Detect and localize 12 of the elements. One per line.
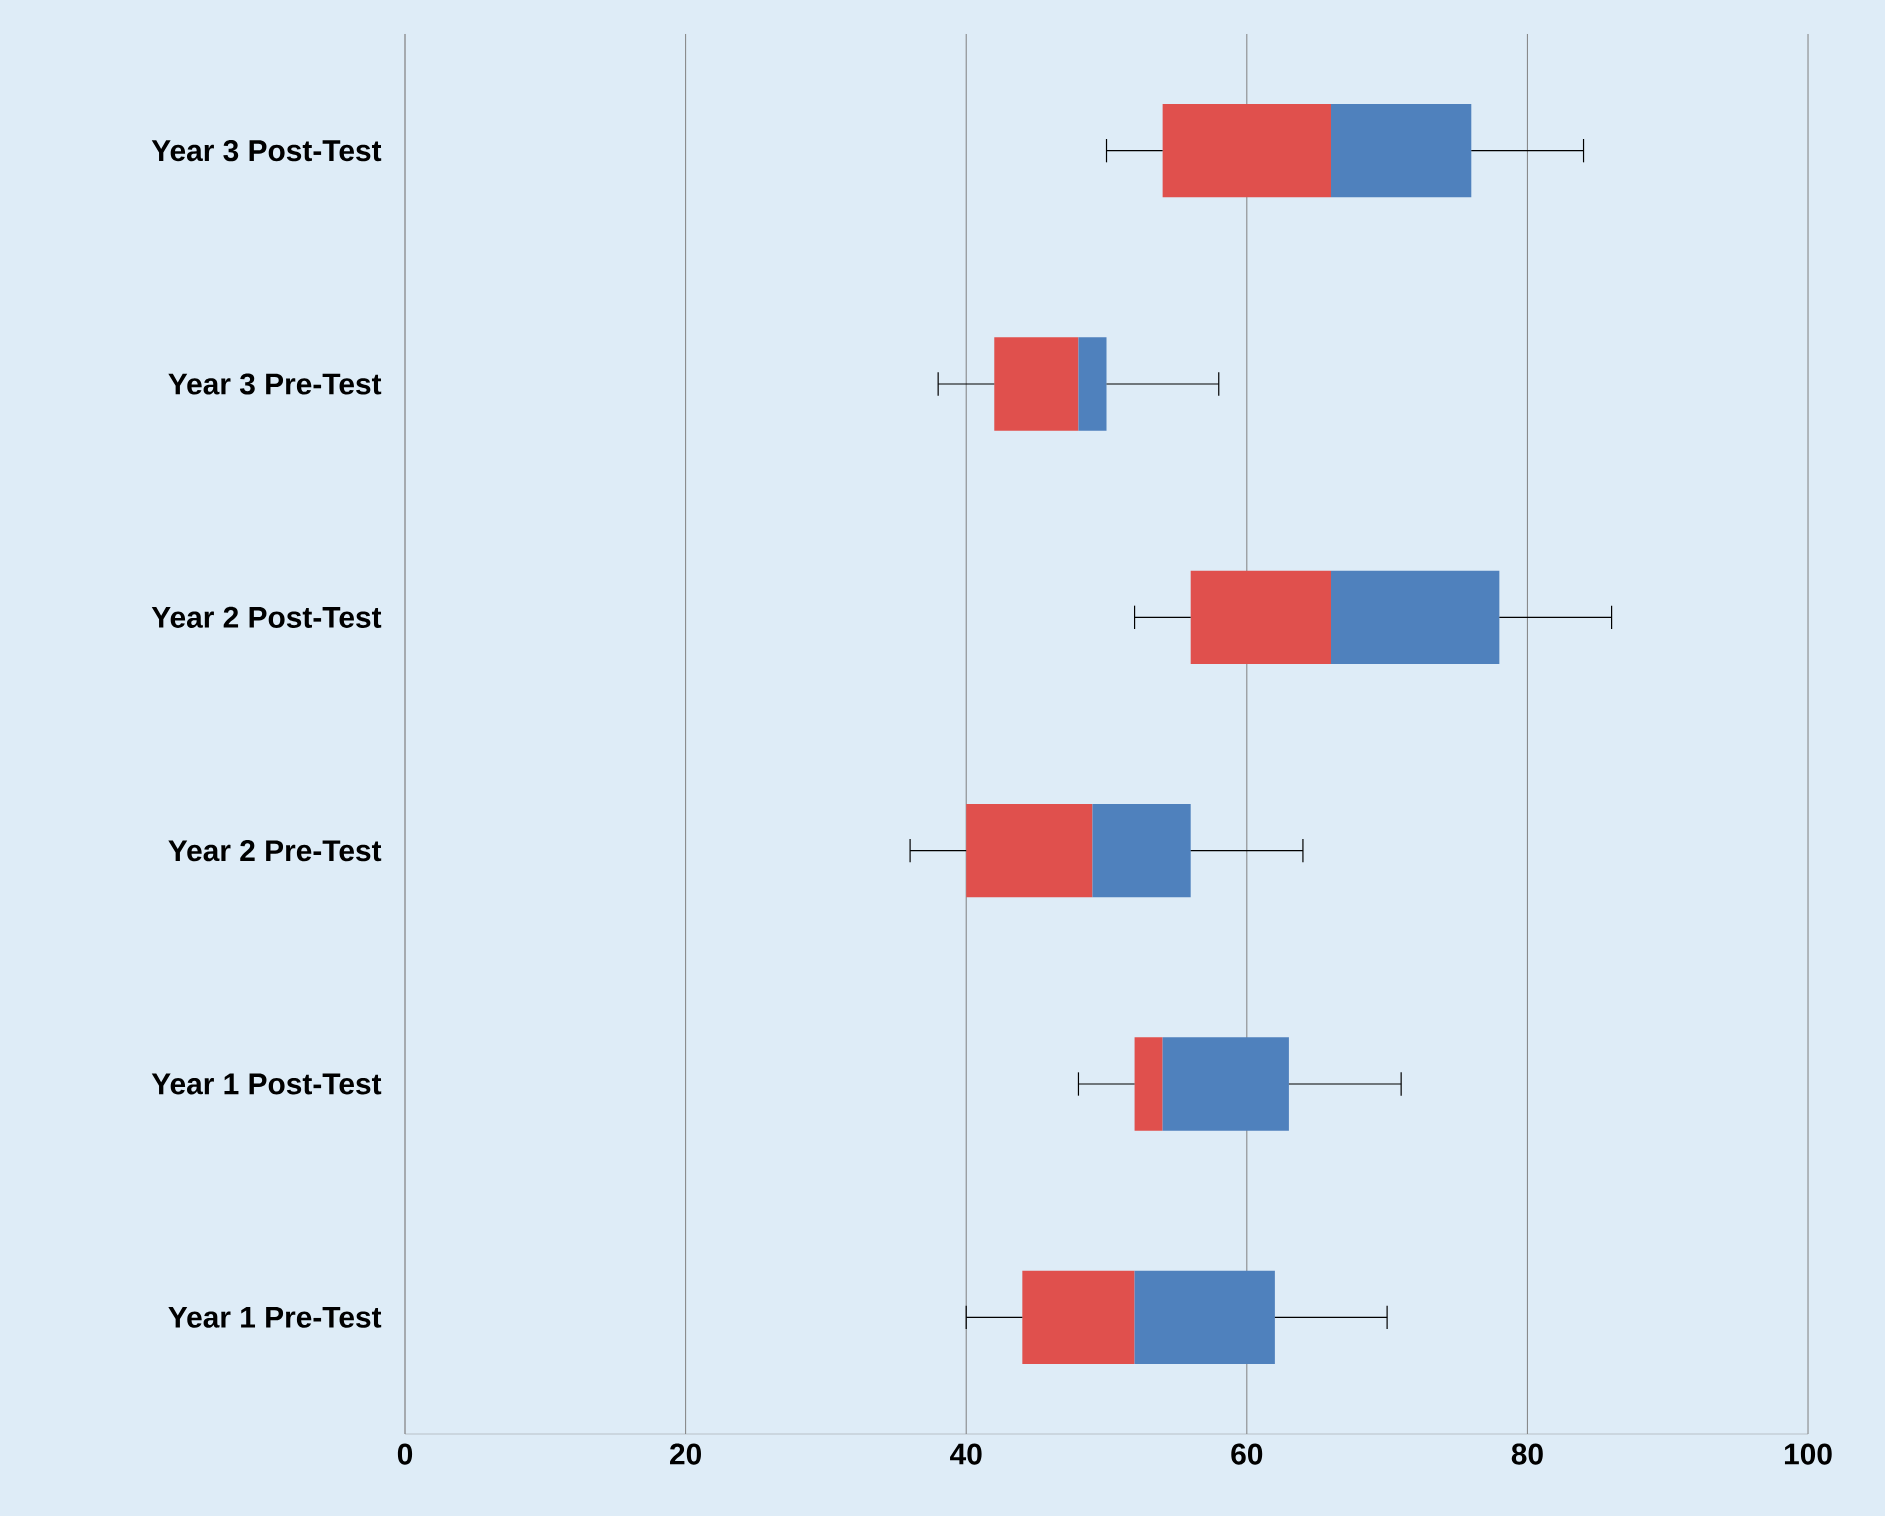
x-tick-label: 80 xyxy=(1511,1443,1543,1465)
y-tick-label: Year 2 Post-Test xyxy=(151,606,382,628)
x-tick-label: 60 xyxy=(1231,1443,1263,1465)
x-tick-label: 100 xyxy=(1784,1443,1832,1465)
y-tick-label: Year 1 Post-Test xyxy=(151,1073,382,1095)
y-tick-label: Year 3 Pre-Test xyxy=(168,373,382,395)
y-tick-label: Year 2 Pre-Test xyxy=(168,840,382,862)
y-tick-label: Year 3 Post-Test xyxy=(151,140,382,162)
x-tick-label: 40 xyxy=(950,1443,982,1465)
y-tick-label: Year 1 Pre-Test xyxy=(168,1306,382,1328)
x-tick-label: 20 xyxy=(670,1443,701,1465)
x-tick-label: 0 xyxy=(397,1443,413,1465)
